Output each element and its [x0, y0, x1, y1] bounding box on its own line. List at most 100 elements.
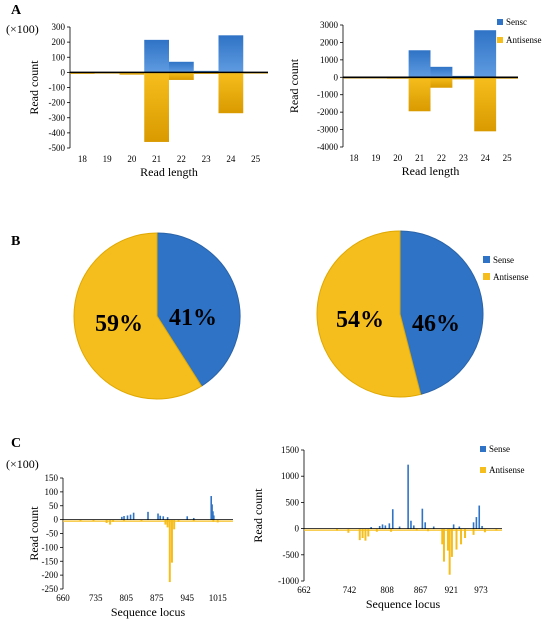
x-tick-label: 945: [180, 593, 194, 603]
x-tick-label: 921: [445, 585, 459, 595]
y-tick-label: -200: [49, 98, 66, 108]
x-tick-label: 808: [380, 585, 394, 595]
sense-bar: [381, 524, 384, 529]
y-tick-label: 0: [61, 67, 66, 77]
antisense-bar: [218, 72, 244, 114]
sense-bar: [147, 511, 149, 520]
sense-bar: [129, 514, 132, 520]
sense-bar: [391, 509, 394, 529]
antisense-bar: [441, 528, 444, 545]
sense-bar: [166, 517, 169, 520]
antisense-bar: [464, 528, 467, 539]
legend-sense-label: Sense: [489, 444, 510, 454]
antisense-bar: [448, 528, 451, 575]
x-tick-label: 973: [474, 585, 488, 595]
x-tick-label: 23: [459, 153, 469, 163]
sense-bar: [458, 526, 461, 529]
antisense-bar: [144, 72, 169, 142]
sense-bar: [157, 513, 159, 520]
sense-bar: [410, 520, 412, 529]
x-axis-label: Sequence locus: [111, 605, 186, 619]
sense-bar: [213, 515, 215, 520]
legend-sense-label: Sensc: [506, 17, 527, 27]
x-tick-label: 24: [481, 153, 491, 163]
scale-note: (×100): [6, 457, 39, 471]
y-tick-label: -150: [42, 556, 59, 566]
legend-antisense-label: Antisense: [493, 272, 529, 282]
legend-sense-swatch: [497, 19, 503, 25]
sense-bar: [159, 515, 162, 520]
x-tick-label: 24: [226, 154, 236, 164]
y-tick-label: 200: [52, 37, 66, 47]
x-tick-label: 21: [152, 154, 161, 164]
x-tick-label: 22: [437, 153, 446, 163]
antisense-bar: [79, 519, 82, 522]
y-tick-label: 300: [52, 22, 66, 32]
x-tick-label: 867: [414, 585, 428, 595]
y-tick-label: 500: [286, 497, 300, 507]
chart-c-right: -1000 -500 0 500 1000 1500 662 742 808 867 921 973 S…: [251, 444, 525, 611]
x-tick-label: 18: [349, 153, 359, 163]
legend-antisense-swatch: [483, 273, 490, 280]
y-axis-label: Read count: [27, 60, 41, 115]
sense-bar: [121, 516, 123, 520]
antisense-bar: [474, 77, 497, 132]
panel-label-c: C: [11, 436, 21, 451]
panel-label-a: A: [11, 3, 22, 18]
antisense-bar: [173, 519, 176, 530]
y-axis-label: Read count: [251, 488, 265, 543]
sense-bar: [388, 523, 391, 529]
y-tick-label: 50: [49, 501, 59, 511]
chart-c-left: -250 -200 -150 -100 -50 0 50 100 150 660 735 805 875…: [6, 457, 233, 619]
y-tick-label: 0: [334, 72, 339, 82]
y-tick-label: -100: [42, 542, 59, 552]
x-tick-label: 25: [503, 153, 513, 163]
sense-bar: [398, 526, 401, 529]
sense-bar: [430, 66, 453, 78]
legend-sense-label: Sense: [493, 255, 514, 265]
legend-antisense-label: Antisense: [506, 35, 542, 45]
y-tick-label: 1000: [320, 55, 339, 65]
x-tick-label: 20: [393, 153, 403, 163]
y-tick-label: 1000: [281, 471, 300, 481]
y-tick-label: -2000: [317, 107, 338, 117]
x-tick-label: 21: [415, 153, 424, 163]
x-tick-label: 19: [371, 153, 381, 163]
y-tick-label: -1000: [278, 576, 299, 586]
sense-bar: [384, 525, 387, 529]
sense-bar: [421, 508, 424, 529]
x-tick-label: 23: [202, 154, 212, 164]
x-tick-label: 805: [119, 593, 133, 603]
pie-label-sense: 46%: [412, 311, 460, 337]
antisense-bar: [367, 528, 370, 537]
sense-bar: [132, 512, 135, 520]
y-tick-label: -300: [49, 113, 66, 123]
antisense-bar: [109, 519, 112, 525]
antisense-bar: [446, 528, 449, 551]
sense-bar: [478, 505, 481, 529]
antisense-bar: [168, 519, 171, 583]
y-tick-label: -400: [49, 128, 66, 138]
x-tick-label: 742: [343, 585, 357, 595]
y-tick-label: -100: [49, 83, 66, 93]
antisense-bar: [140, 519, 143, 522]
y-tick-label: -500: [49, 143, 66, 153]
sense-bar: [452, 524, 455, 529]
antisense-bar: [361, 528, 364, 539]
sense-bar: [192, 517, 195, 520]
sense-bar: [424, 522, 426, 529]
pie-slice-sense: [399, 230, 484, 396]
sense-bar: [126, 515, 129, 520]
sense-bar: [210, 496, 213, 520]
sense-bar: [144, 39, 169, 73]
sense-bar: [212, 511, 214, 520]
x-tick-label: 662: [297, 585, 311, 595]
x-axis-label: Sequence locus: [366, 597, 441, 611]
pie-b-right: 46% 54% Sense Antisense: [316, 230, 529, 398]
x-tick-label: 1015: [209, 593, 228, 603]
antisense-bar: [364, 528, 367, 541]
sense-bar: [186, 516, 189, 520]
pie-label-antisense: 54%: [336, 307, 384, 333]
pie-label-sense: 41%: [169, 305, 217, 331]
sense-bar: [474, 30, 497, 78]
